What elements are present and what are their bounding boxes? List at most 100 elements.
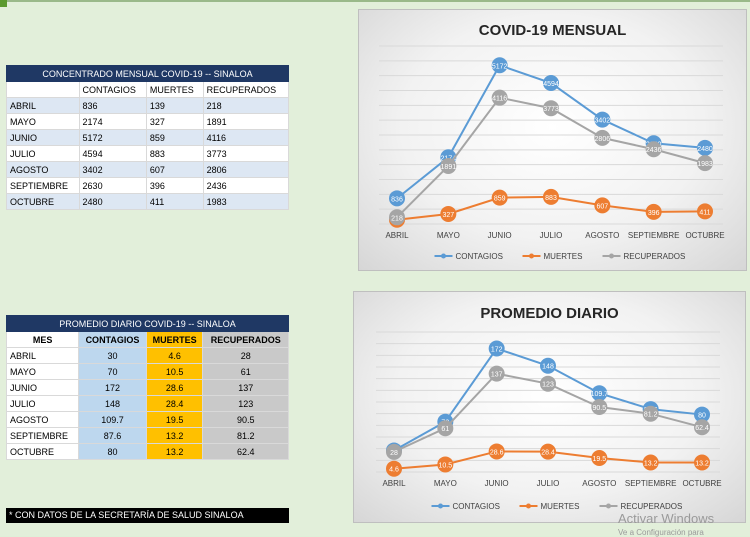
data-point	[440, 205, 457, 222]
row-value-cell: 172	[78, 379, 147, 396]
x-tick-label: SEPTIEMBRE	[628, 231, 680, 240]
row-value-cell: 2630	[78, 177, 147, 194]
table-row: JUNIO 172 28.6 137	[5, 379, 289, 396]
row-value-cell: 327	[145, 113, 204, 130]
data-label: 1983	[697, 161, 713, 168]
legend-marker	[529, 253, 534, 259]
data-source-note: * CON DATOS DE LA SECRETARÍA DE SALUD SI…	[6, 508, 289, 523]
data-point	[437, 456, 454, 473]
data-point	[389, 209, 405, 226]
row-month-cell: AGOSTO	[6, 161, 80, 178]
table-row: JULIO 148 28.4 123	[5, 395, 289, 412]
data-point	[591, 385, 608, 402]
row-month-cell: ABRIL	[5, 347, 80, 364]
row-value-cell: 218	[202, 97, 290, 114]
data-point	[645, 203, 662, 220]
data-point	[540, 375, 556, 392]
x-tick-label: JUNIO	[488, 231, 512, 240]
row-value-cell: 2436	[202, 177, 290, 194]
row-value-cell: 13.2	[145, 427, 204, 444]
row-month-cell: MAYO	[6, 113, 80, 130]
data-point	[594, 129, 611, 146]
table1-title: CONCENTRADO MENSUAL COVID-19 -- SINALOA	[6, 65, 289, 82]
monthly-summary-table: CONCENTRADO MENSUAL COVID-19 -- SINALOA …	[6, 65, 290, 210]
row-value-cell: 2174	[78, 113, 147, 130]
data-label: 81.2	[644, 412, 658, 419]
data-label: 10.5	[439, 462, 453, 469]
table1-header-contagios: CONTAGIOS	[78, 81, 147, 98]
row-value-cell: 148	[78, 395, 147, 412]
x-tick-label: JULIO	[537, 479, 560, 488]
row-value-cell: 70	[78, 363, 147, 380]
row-value-cell: 4594	[78, 145, 147, 162]
data-point	[543, 75, 559, 92]
table1-header-recuperados: RECUPERADOS	[202, 81, 290, 98]
row-value-cell: 19.5	[145, 411, 204, 428]
legend-item-muertes: MUERTES	[519, 502, 580, 511]
data-point	[386, 443, 402, 460]
data-point	[491, 57, 508, 74]
table2-header-mes: MES	[5, 331, 80, 348]
data-point	[491, 189, 508, 206]
data-point	[594, 197, 611, 214]
row-value-cell: 87.6	[78, 427, 147, 444]
data-point	[694, 454, 710, 471]
legend-marker	[526, 503, 531, 509]
table-row: ABRIL 30 4.6 28	[5, 347, 289, 364]
row-value-cell: 2480	[78, 193, 147, 210]
data-label: 1891	[441, 164, 457, 171]
row-value-cell: 62.4	[202, 443, 289, 460]
data-label: 4.6	[389, 467, 399, 474]
data-label: 28	[390, 450, 398, 457]
data-label: 62.4	[695, 425, 709, 432]
data-point	[440, 157, 457, 174]
row-month-cell: MAYO	[5, 363, 80, 380]
legend-item-contagios: CONTAGIOS	[431, 502, 500, 511]
data-point	[543, 100, 559, 117]
row-value-cell: 80	[78, 443, 147, 460]
data-point	[694, 419, 710, 436]
daily-average-chart[interactable]: PROMEDIO DIARIO ABRIL MAYO JUNIO JULIO AGOSTO…	[353, 291, 746, 523]
x-tick-label: OCTUBRE	[685, 231, 724, 240]
data-point	[488, 365, 505, 382]
data-label: 411	[699, 209, 710, 216]
row-value-cell: 81.2	[202, 427, 289, 444]
data-label: 327	[442, 212, 454, 219]
table1-header-blank	[6, 81, 80, 98]
row-value-cell: 109.7	[78, 411, 147, 428]
daily-average-table: PROMEDIO DIARIO COVID-19 -- SINALOA MES …	[5, 315, 289, 460]
table-row: MAYO 2174 327 1891	[6, 113, 290, 130]
data-label: 137	[491, 372, 503, 379]
table2-title: PROMEDIO DIARIO COVID-19 -- SINALOA	[6, 315, 289, 332]
data-point	[540, 357, 556, 374]
data-point	[488, 443, 505, 460]
legend-marker	[606, 503, 611, 509]
data-label: 218	[391, 215, 403, 222]
row-value-cell: 2806	[202, 161, 290, 178]
chart-title: COVID-19 MENSUAL	[479, 22, 627, 39]
data-label: 13.2	[644, 461, 658, 468]
data-label: 19.5	[593, 456, 607, 463]
data-point	[694, 406, 710, 423]
data-label: 2806	[595, 136, 611, 143]
row-value-cell: 137	[202, 379, 289, 396]
data-label: 123	[542, 382, 554, 389]
data-label: 172	[491, 347, 503, 354]
legend-label: MUERTES	[544, 252, 583, 261]
table-row: OCTUBRE 80 13.2 62.4	[5, 443, 289, 460]
x-tick-label: ABRIL	[382, 479, 406, 488]
x-tick-label: AGOSTO	[585, 231, 619, 240]
row-month-cell: JULIO	[5, 395, 80, 412]
row-value-cell: 30	[78, 347, 147, 364]
row-value-cell: 1891	[202, 113, 290, 130]
legend-label: MUERTES	[541, 502, 580, 511]
legend-label: RECUPERADOS	[624, 252, 686, 261]
data-point	[642, 454, 659, 471]
table2-header-recuperados: RECUPERADOS	[202, 331, 289, 348]
data-point	[389, 190, 405, 207]
row-value-cell: 607	[145, 161, 204, 178]
row-month-cell: OCTUBRE	[5, 443, 80, 460]
monthly-covid-chart[interactable]: COVID-19 MENSUAL ABRIL MAYO JUNIO JULIO AGOST…	[358, 9, 747, 271]
row-month-cell: JUNIO	[5, 379, 80, 396]
table2-header-contagios: CONTAGIOS	[78, 331, 147, 348]
